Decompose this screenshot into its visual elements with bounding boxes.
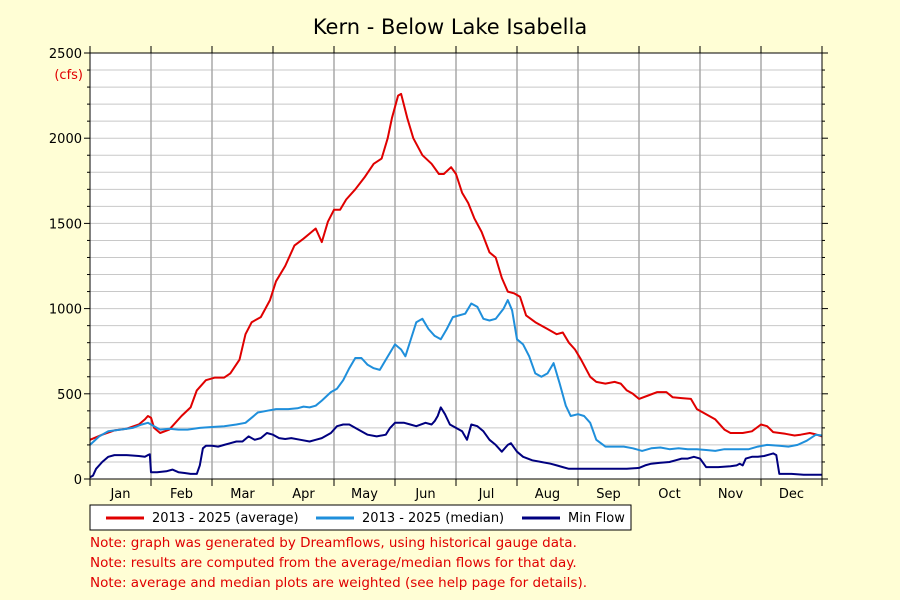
- x-tick-label: Aug: [535, 487, 560, 502]
- legend-label-2: Min Flow: [568, 511, 625, 526]
- x-tick-label: Sep: [596, 487, 621, 502]
- x-tick-label: May: [351, 487, 378, 502]
- x-tick-label: Dec: [779, 487, 804, 502]
- legend-label-1: 2013 - 2025 (median): [362, 511, 504, 526]
- series-line-1: [89, 299, 823, 452]
- y-tick-label: 2000: [49, 132, 82, 147]
- chart-title: Kern - Below Lake Isabella: [313, 15, 587, 39]
- x-tick-label: Mar: [230, 487, 255, 502]
- note-2: Note: results are computed from the aver…: [90, 555, 577, 571]
- legend-label-0: 2013 - 2025 (average): [152, 511, 299, 526]
- y-tick-label: 500: [57, 388, 82, 403]
- x-tick-label: Feb: [170, 487, 193, 502]
- series-line-2: [89, 406, 822, 479]
- x-tick-label: Jun: [414, 487, 435, 502]
- note-1: Note: graph was generated by Dreamflows,…: [90, 535, 577, 551]
- y-tick-label: 1000: [49, 303, 82, 318]
- y-unit-label: (cfs): [54, 68, 83, 83]
- y-tick-label: 1500: [49, 217, 82, 232]
- y-tick-label: 2500: [49, 47, 82, 62]
- x-tick-label: Jul: [478, 487, 495, 502]
- note-3: Note: average and median plots are weigh…: [90, 575, 588, 591]
- x-tick-label: Nov: [718, 487, 744, 502]
- x-tick-label: Apr: [292, 487, 315, 502]
- y-tick-label: 0: [74, 473, 82, 488]
- x-tick-label: Oct: [658, 487, 680, 502]
- legend: 2013 - 2025 (average) 2013 - 2025 (median…: [89, 504, 632, 531]
- x-tick-label: Jan: [109, 487, 130, 502]
- series-line-0: [89, 92, 823, 441]
